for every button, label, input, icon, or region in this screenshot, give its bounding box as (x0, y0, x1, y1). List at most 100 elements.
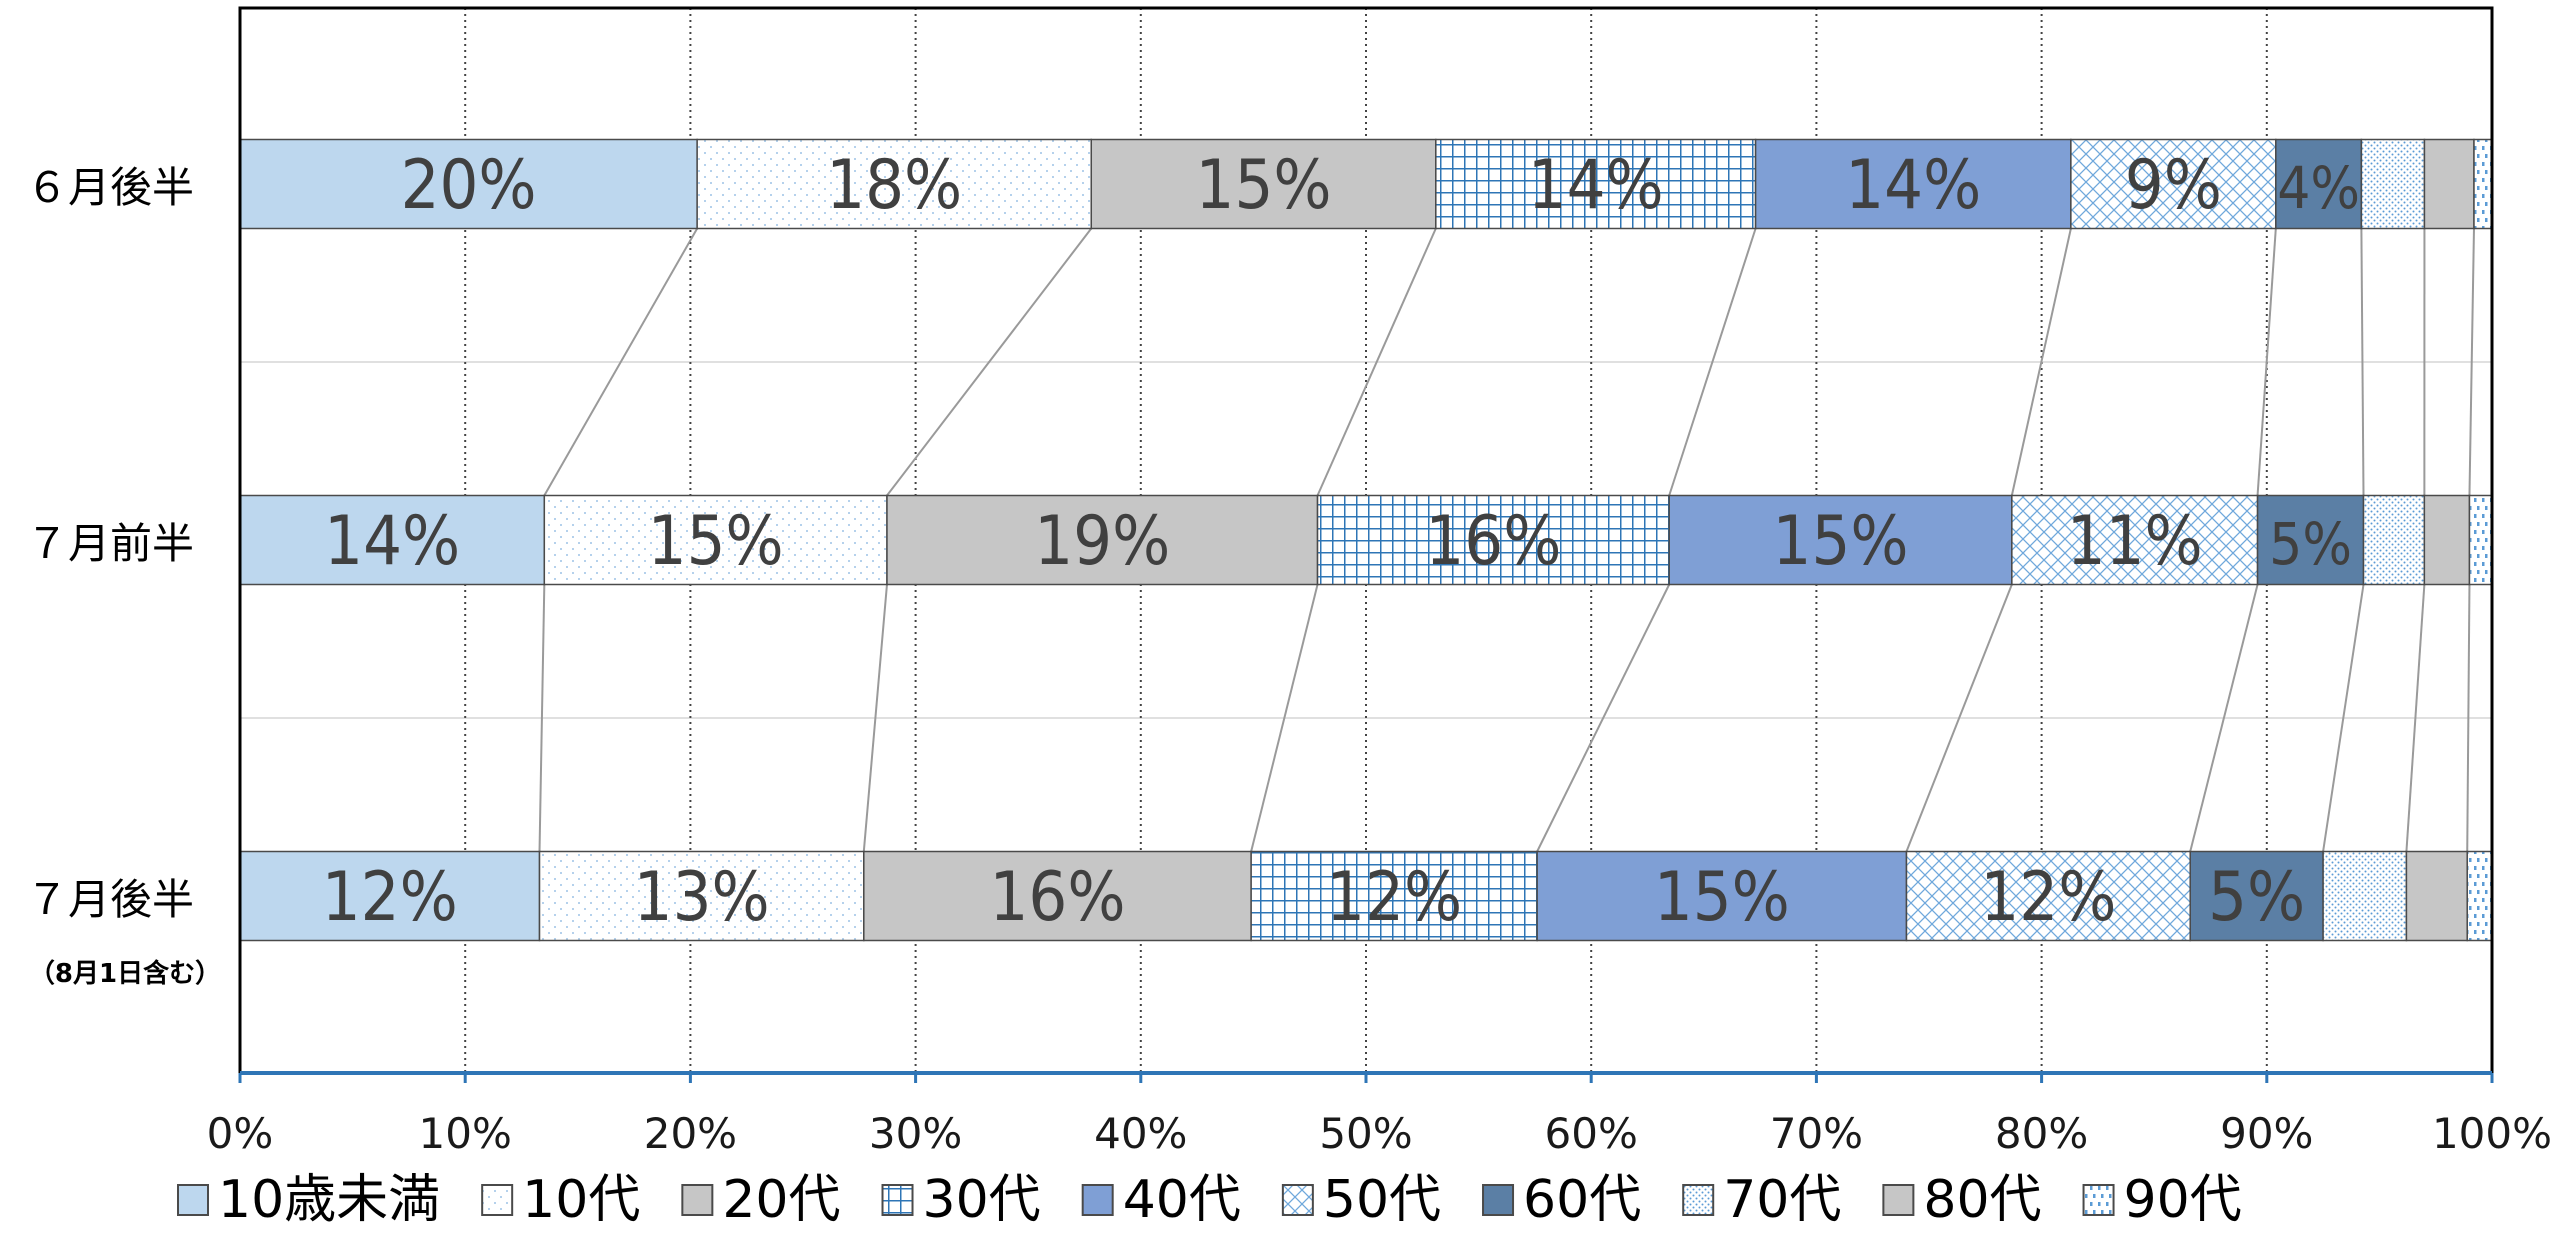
data-label: 14% (1845, 146, 1981, 225)
bar-segment (1536, 850, 1908, 942)
connector-line (1536, 584, 1671, 852)
legend-label: 50代 (1323, 1170, 1441, 1230)
category-label: ６月後半 (26, 163, 194, 212)
series-connector-lines (538, 227, 2475, 852)
data-label: 12% (1326, 858, 1462, 937)
bar-segment (2322, 850, 2408, 942)
x-tick-label: 40% (1094, 1109, 1187, 1158)
legend-item: 30代 (881, 1170, 1041, 1230)
bar-segment (239, 138, 698, 230)
legend-swatch (1882, 1184, 1915, 1216)
legend-label: 30代 (923, 1170, 1041, 1230)
category-sublabel: （8月1日含む） (29, 958, 221, 989)
legend-item: 70代 (1682, 1170, 1841, 1230)
connector-line (2468, 228, 2475, 496)
legend-label: 10歳未満 (218, 1170, 440, 1230)
legend-item: 10代 (481, 1170, 640, 1230)
legend-swatch (1682, 1184, 1715, 1216)
legend-swatch (881, 1184, 914, 1216)
data-label: 9% (2125, 146, 2222, 225)
bar-segment (696, 138, 1093, 230)
legend: 10歳未満 10代 20代 30代 40代 50代 60代 70代 80代 90代 (177, 1170, 2242, 1230)
data-label: 19% (1034, 502, 1170, 581)
bar-segment (2362, 494, 2426, 586)
bar-segment (2360, 138, 2426, 230)
data-label: 15% (1196, 146, 1332, 225)
legend-label: 20代 (722, 1170, 840, 1230)
connector-line (2360, 228, 2365, 496)
x-tick-label: 20% (644, 1109, 737, 1158)
y-axis-category-labels: ６月後半 ７月前半 ７月後半 （8月1日含む） (26, 163, 221, 989)
bar-segment (1316, 494, 1670, 586)
x-tick-label: 30% (869, 1109, 962, 1158)
x-tick-label: 90% (2220, 1109, 2313, 1158)
connector-line (886, 227, 1093, 497)
legend-swatch (681, 1184, 714, 1216)
x-tick-label: 60% (1545, 1109, 1638, 1158)
bar-segment (1435, 138, 1757, 230)
legend-item: 60代 (1482, 1170, 1641, 1230)
connector-line (2256, 228, 2277, 496)
legend-label: 40代 (1123, 1170, 1241, 1230)
legend-label: 10代 (522, 1170, 640, 1230)
data-label: 14% (1528, 146, 1664, 225)
legend-label: 60代 (1523, 1170, 1641, 1230)
connector-line (2010, 228, 2072, 496)
connector-line (2322, 584, 2365, 852)
bar-segment (1754, 138, 2072, 230)
x-tick-label: 70% (1770, 1109, 1863, 1158)
legend-swatch (1081, 1184, 1114, 1216)
legend-label: 80代 (1923, 1170, 2041, 1230)
x-tick-label: 50% (1319, 1109, 1412, 1158)
category-label: ７月前半 (26, 519, 194, 568)
x-tick-label: 10% (419, 1109, 512, 1158)
bar-segment (2256, 494, 2365, 586)
bar-segment (1250, 850, 1538, 942)
legend-item: 50代 (1281, 1170, 1441, 1230)
bar-segment (538, 850, 865, 942)
category-label: ７月後半 (26, 875, 194, 924)
bar-segment (2466, 850, 2493, 942)
bar-segment (239, 494, 546, 586)
connector-line (2466, 584, 2471, 852)
bar-segment (543, 494, 888, 586)
bar-segment (2423, 494, 2471, 586)
data-label: 11% (2067, 502, 2203, 581)
data-label: 12% (322, 858, 458, 937)
bar-segment (2275, 138, 2363, 230)
legend-item: 40代 (1081, 1170, 1241, 1230)
data-label: 16% (989, 858, 1125, 937)
connector-line (543, 228, 699, 496)
legend-swatch (1482, 1184, 1515, 1216)
data-label: 5% (2269, 510, 2352, 578)
bar-segment (239, 850, 541, 942)
x-tick-label: 0% (207, 1109, 274, 1158)
bar-segment (863, 850, 1252, 942)
bar-segment (1668, 494, 2013, 586)
legend-swatch (177, 1184, 209, 1216)
bar-segment (2423, 138, 2475, 230)
legend-item: 10歳未満 (177, 1170, 440, 1230)
data-label: 18% (826, 146, 962, 225)
x-axis-tick-labels: 0% 10% 20% 30% 40% 50% 60% 70% 80% 90% 100% (207, 1109, 2552, 1158)
legend-swatch (2082, 1184, 2115, 1216)
bar-segment (886, 494, 1319, 586)
bars: 20% 18% 15% 14% 14% 9% 4% 14% 15% 19% 16% 15% 11% 5% 1… (239, 138, 2493, 942)
plot-area-frame (238, 6, 2494, 1083)
x-tick-label: 100% (2432, 1109, 2552, 1158)
bar-segment (2011, 494, 2259, 586)
connector-line (1668, 228, 1757, 496)
bar-segment (1090, 138, 1437, 230)
bar-segment (2189, 850, 2324, 942)
data-label: 15% (648, 502, 784, 581)
data-label: 15% (1654, 858, 1790, 937)
connector-line (2405, 584, 2426, 852)
connector-line (1905, 584, 2013, 852)
connector-line (1250, 584, 1319, 852)
x-tick-label: 80% (1995, 1109, 2088, 1158)
data-label: 12% (1980, 858, 2116, 937)
legend-swatch (1281, 1184, 1314, 1216)
bar-segment (2468, 494, 2493, 586)
data-label: 20% (401, 146, 537, 225)
